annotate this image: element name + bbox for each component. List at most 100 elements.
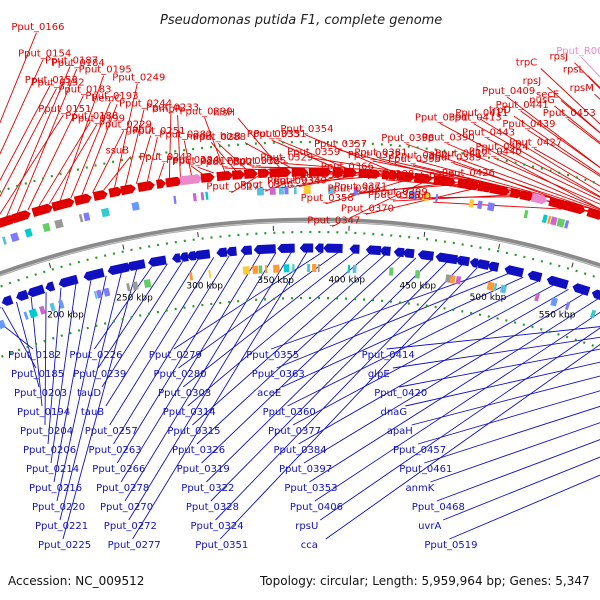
- reverse-gene-33: [475, 259, 490, 270]
- tick-mark: [122, 244, 125, 250]
- forward-gene-label: Pput_0188: [65, 111, 118, 122]
- forward-gene-33: [457, 178, 480, 191]
- forward-gene-label: Pput_0318: [227, 156, 280, 167]
- forward-gene-label: Pput_0354: [280, 124, 333, 135]
- reverse-cog-block-12: [132, 281, 139, 291]
- forward-gene-label: Pput_0249: [112, 73, 165, 84]
- label-connector: [173, 251, 323, 350]
- forward-gene-label: Pput_0399: [375, 187, 428, 198]
- reverse-gene-label: apaH: [387, 426, 413, 437]
- label-connector: [116, 254, 246, 464]
- label-connector: [442, 456, 600, 521]
- reverse-gene-19: [253, 244, 276, 255]
- forward-gene-label: Pput_0325: [233, 156, 286, 167]
- forward-gene-label: Pput_0290: [180, 106, 233, 117]
- reverse-gene-4: [16, 289, 29, 301]
- reverse-gene-26: [379, 246, 391, 256]
- reverse-cog-block-36: [534, 292, 540, 302]
- reverse-gene-27: [393, 247, 405, 258]
- reverse-gene-label: anmK: [406, 483, 435, 494]
- forward-cog-block-8: [78, 214, 84, 223]
- label-connector: [292, 284, 554, 426]
- forward-gene-label: Pput_0366: [321, 161, 374, 172]
- forward-gene-17: [200, 172, 215, 183]
- tick-label: 500 kbp: [470, 293, 507, 303]
- label-connector: [6, 66, 71, 217]
- forward-gene-16: [179, 174, 203, 186]
- reverse-gene-label: Pput_0239: [73, 369, 126, 380]
- reverse-gene-label: Pput_0214: [26, 464, 79, 475]
- forward-gene-label: Pput_0390: [422, 133, 475, 144]
- forward-gene-26: [343, 168, 358, 178]
- label-connector: [309, 298, 599, 483]
- reverse-gene-label: Pput_0182: [8, 350, 61, 361]
- label-connector: [197, 166, 214, 174]
- forward-gene-label: Pput_0383: [368, 190, 421, 201]
- label-connector: [244, 142, 292, 169]
- genome-summary-text: Topology: circular; Length: 5,959,964 bp…: [260, 574, 590, 588]
- tick-label: 200 kbp: [47, 311, 84, 321]
- forward-gene-label: Pput_0154: [18, 48, 71, 59]
- forward-gene-label: Pput_0187: [45, 56, 98, 67]
- label-connector: [113, 255, 230, 445]
- forward-gene-label: Pput_0413: [449, 113, 502, 124]
- label-connector: [276, 273, 509, 369]
- reverse-gene-label: Pput_0384: [274, 445, 327, 456]
- forward-cog-block-34: [556, 218, 566, 228]
- reverse-gene-14: [186, 251, 197, 261]
- forward-gene-19: [231, 170, 246, 180]
- label-connector: [135, 135, 152, 184]
- forward-gene-37: [509, 187, 523, 199]
- forward-cog-block-11: [131, 201, 140, 211]
- reverse-gene-label: Pput_0204: [20, 426, 73, 437]
- label-connector: [287, 280, 539, 407]
- label-connector: [513, 115, 600, 175]
- reverse-gene-label: Pput_0226: [69, 350, 122, 361]
- reverse-gene-label: Pput_0324: [191, 521, 244, 532]
- label-connector: [215, 264, 463, 521]
- forward-gene-label: Pput_0439: [502, 119, 555, 130]
- reverse-gene-21: [299, 243, 314, 253]
- label-connector: [1, 307, 37, 369]
- forward-gene-41: [562, 200, 586, 215]
- label-connector: [0, 114, 64, 215]
- forward-gene-labels: Pput_0166Pput_0154Pput_0153Pput_0152Pput…: [11, 22, 600, 227]
- forward-gene-25: [332, 167, 346, 177]
- label-connector: [527, 129, 600, 177]
- forward-gene-label: Pput_0389: [428, 152, 481, 163]
- reverse-cog-block-37: [550, 297, 559, 307]
- forward-gene-label: Pput_0284: [166, 155, 219, 166]
- label-connector: [312, 157, 404, 173]
- forward-gene-label: Pput_0393: [402, 171, 455, 182]
- forward-gene-label: Pput_0184: [52, 58, 105, 69]
- reverse-cog-block-6: [49, 302, 56, 312]
- reverse-gene-label: Pput_0266: [92, 464, 145, 475]
- reverse-gene-label: Pput_0360: [263, 407, 316, 418]
- label-connector: [16, 301, 40, 388]
- reverse-gene-17: [225, 246, 237, 257]
- label-connector: [157, 162, 165, 181]
- forward-gene-label: Pput_0381: [354, 148, 407, 159]
- label-connector: [473, 123, 600, 197]
- reverse-gene-25: [365, 245, 382, 256]
- forward-gene-label: secE: [536, 90, 559, 101]
- forward-gene-label: Pput_0153: [25, 75, 78, 86]
- reverse-gene-label: Pput_0363: [252, 369, 305, 380]
- label-connector: [554, 105, 600, 143]
- reverse-gene-label: tauD: [77, 388, 101, 399]
- label-connector: [258, 166, 315, 169]
- reverse-gene-label: tauB: [81, 407, 104, 418]
- forward-gene-label: Pput_0152: [32, 78, 85, 89]
- label-connector: [210, 261, 448, 502]
- reverse-gene-label: Pput_0353: [284, 483, 337, 494]
- reverse-gene-label: Pput_0397: [279, 464, 332, 475]
- reverse-cog-block-33: [486, 281, 495, 291]
- forward-gene-label: Pput_0302: [200, 157, 253, 168]
- tick-label: 550 kbp: [539, 310, 576, 320]
- forward-gene-label: Pput_0359: [287, 147, 340, 158]
- tick-mark: [48, 262, 52, 269]
- forward-gene-30: [396, 171, 416, 182]
- label-connector: [305, 134, 393, 172]
- label-connector: [298, 289, 569, 445]
- forward-gene-label: Pput_0453: [543, 108, 596, 119]
